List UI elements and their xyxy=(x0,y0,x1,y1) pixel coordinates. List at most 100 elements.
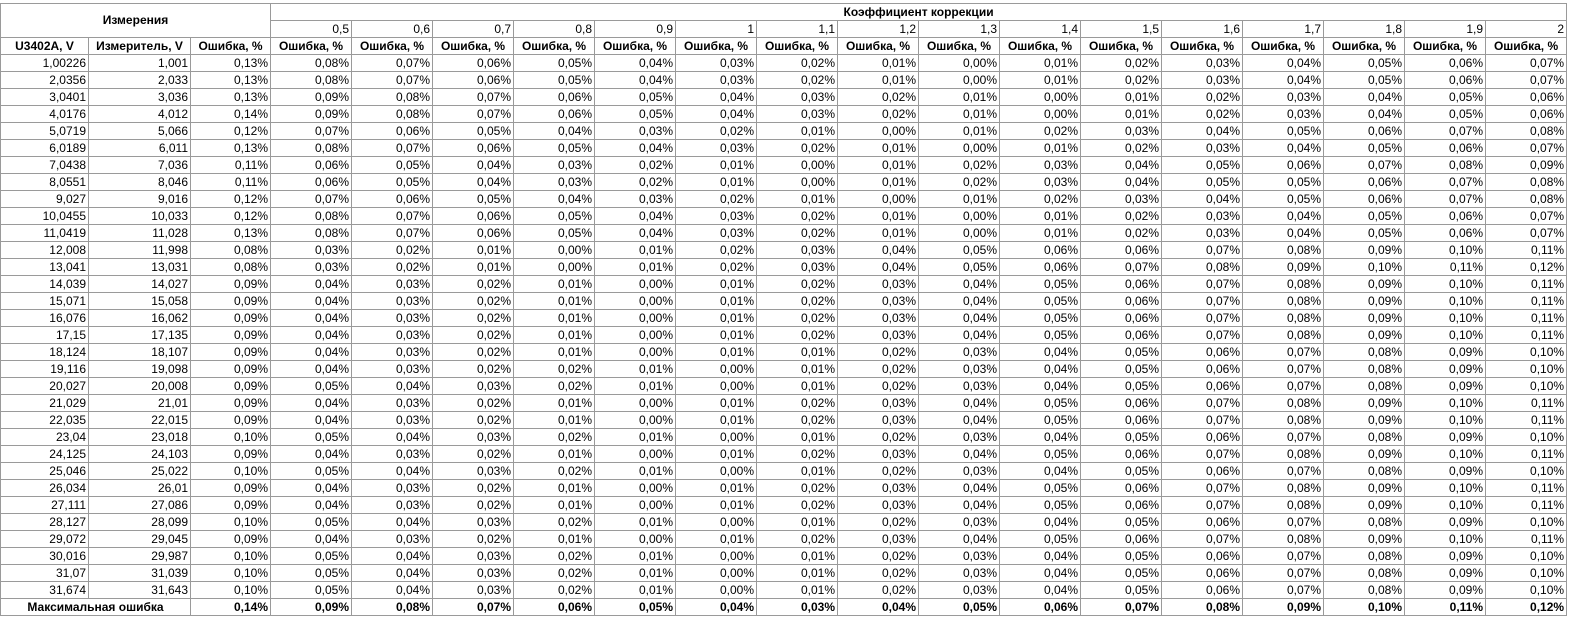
cell: 0,04% xyxy=(999,377,1082,395)
max-error: 0,04% xyxy=(675,598,758,616)
cell: 0,04% xyxy=(270,411,353,429)
cell: 0,06% xyxy=(1323,173,1406,191)
cell: 0,07% xyxy=(1161,479,1244,497)
cell: 0,02% xyxy=(513,428,596,446)
cell: 0,03% xyxy=(432,547,515,565)
cell: 0,01% xyxy=(513,326,596,344)
cell: 0,01% xyxy=(675,343,758,361)
cell: 9,027 xyxy=(0,190,89,208)
data-row: 12,008 11,998 0,08% 0,03% 0,02% 0,01% 0,00% 0,0… xyxy=(0,241,1568,259)
cell: 0,00% xyxy=(675,377,758,395)
cell: 0,05% xyxy=(432,122,515,140)
cell: 0,09% xyxy=(189,445,272,463)
cell: 0,04% xyxy=(918,309,1001,327)
cell: 31,07 xyxy=(0,564,89,582)
cell: 0,03% xyxy=(675,224,758,242)
cell: 0,04% xyxy=(270,292,353,310)
cell: 0,10% xyxy=(1404,241,1487,259)
coefficient: 1,6 xyxy=(1161,20,1244,38)
cell: 0,05% xyxy=(513,139,596,157)
cell: 0,09% xyxy=(1323,326,1406,344)
cell: 0,02% xyxy=(837,105,920,123)
cell: 0,02% xyxy=(1080,207,1163,225)
cell: 0,04% xyxy=(351,547,434,565)
data-row: 21,029 21,01 0,09% 0,04% 0,03% 0,02% 0,01% 0,00… xyxy=(0,394,1568,412)
cell: 0,02% xyxy=(756,54,839,72)
cell: 0,04% xyxy=(432,156,515,174)
cell: 0,09% xyxy=(1404,360,1487,378)
cell: 0,06% xyxy=(1161,377,1244,395)
cell: 0,04% xyxy=(1323,88,1406,106)
cell: 0,04% xyxy=(999,428,1082,446)
cell: 0,02% xyxy=(675,190,758,208)
cell: 0,03% xyxy=(351,343,434,361)
cell: 0,01% xyxy=(513,394,596,412)
cell: 0,05% xyxy=(1080,513,1163,531)
cell: 0,08% xyxy=(1485,190,1568,208)
cell: 0,04% xyxy=(351,564,434,582)
cell: 0,04% xyxy=(351,581,434,599)
cell: 0,03% xyxy=(756,105,839,123)
cell: 0,05% xyxy=(1323,54,1406,72)
cell: 0,02% xyxy=(432,275,515,293)
cell: 0,09% xyxy=(1323,496,1406,514)
cell: 10,033 xyxy=(88,207,191,225)
cell: 0,04% xyxy=(513,190,596,208)
data-row: 3,0401 3,036 0,13% 0,09% 0,08% 0,07% 0,06% 0,05… xyxy=(0,88,1568,106)
cell: 0,04% xyxy=(837,258,920,276)
group-header: Измерения xyxy=(0,3,272,38)
cell: 0,01% xyxy=(594,241,677,259)
cell: 0,04% xyxy=(351,428,434,446)
cell: 0,02% xyxy=(837,360,920,378)
cell: 0,11% xyxy=(189,156,272,174)
cell: 0,08% xyxy=(1323,360,1406,378)
cell: 0,01% xyxy=(918,88,1001,106)
cell: 0,04% xyxy=(1242,71,1325,89)
cell: 0,07% xyxy=(1485,54,1568,72)
cell: 0,06% xyxy=(1404,71,1487,89)
cell: 22,035 xyxy=(0,411,89,429)
cell: 0,01% xyxy=(432,241,515,259)
cell: 0,05% xyxy=(999,496,1082,514)
cell: 0,06% xyxy=(513,88,596,106)
cell: 0,03% xyxy=(351,326,434,344)
data-row: 5,0719 5,066 0,12% 0,07% 0,06% 0,05% 0,04% 0,03… xyxy=(0,122,1568,140)
cell: 0,01% xyxy=(675,479,758,497)
cell: 0,03% xyxy=(1161,54,1244,72)
cell: 0,10% xyxy=(189,547,272,565)
cell: 0,07% xyxy=(1080,258,1163,276)
data-table: Измерения Коэффициент коррекции 0,5 0,6 0,7 0… xyxy=(0,3,1568,616)
max-error: 0,08% xyxy=(351,598,434,616)
cell: 0,11% xyxy=(1485,326,1568,344)
cell: 0,02% xyxy=(675,258,758,276)
cell: 0,01% xyxy=(675,445,758,463)
cell: 0,04% xyxy=(594,54,677,72)
cell: 2,0356 xyxy=(0,71,89,89)
cell: 0,00% xyxy=(594,394,677,412)
cell: 0,03% xyxy=(675,139,758,157)
cell: 0,05% xyxy=(1242,122,1325,140)
column-header: Ошибка, % xyxy=(675,37,758,55)
cell: 0,03% xyxy=(837,496,920,514)
data-row: 23,04 23,018 0,10% 0,05% 0,04% 0,03% 0,02% 0,01… xyxy=(0,428,1568,446)
cell: 0,07% xyxy=(432,88,515,106)
cell: 0,04% xyxy=(594,139,677,157)
cell: 0,03% xyxy=(837,445,920,463)
cell: 0,00% xyxy=(594,326,677,344)
cell: 0,04% xyxy=(1161,190,1244,208)
data-row: 1,00226 1,001 0,13% 0,08% 0,07% 0,06% 0,05% 0,0… xyxy=(0,54,1568,72)
cell: 0,09% xyxy=(1404,343,1487,361)
cell: 0,07% xyxy=(351,71,434,89)
cell: 0,09% xyxy=(1323,445,1406,463)
cell: 0,01% xyxy=(837,71,920,89)
cell: 0,10% xyxy=(1404,479,1487,497)
cell: 0,10% xyxy=(189,428,272,446)
cell: 0,02% xyxy=(837,343,920,361)
cell: 0,10% xyxy=(1485,547,1568,565)
cell: 0,02% xyxy=(756,71,839,89)
cell: 0,01% xyxy=(756,360,839,378)
cell: 11,0419 xyxy=(0,224,89,242)
coefficient: 0,7 xyxy=(432,20,515,38)
cell: 0,00% xyxy=(837,122,920,140)
